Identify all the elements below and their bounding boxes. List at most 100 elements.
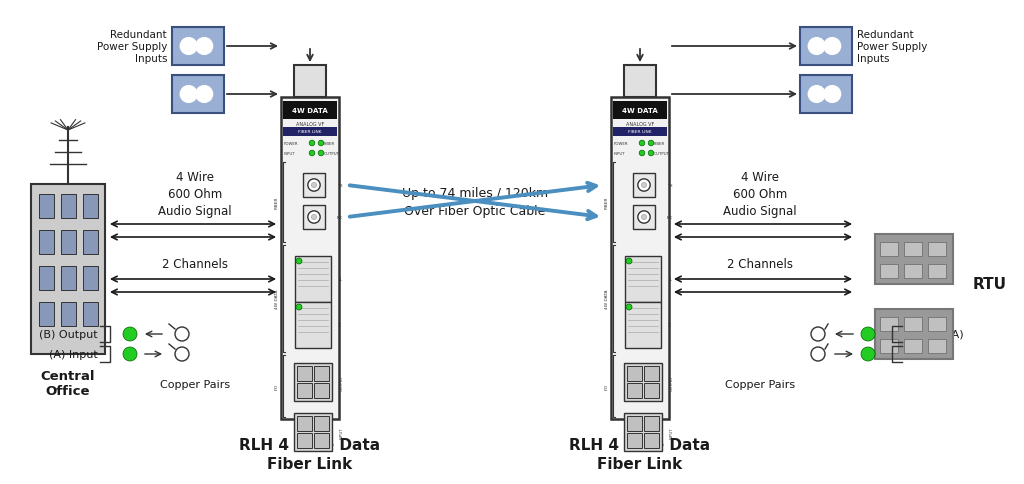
Bar bbox=[904, 264, 922, 278]
Text: 4 Wire
600 Ohm
Audio Signal: 4 Wire 600 Ohm Audio Signal bbox=[723, 171, 797, 218]
Text: Output (A): Output (A) bbox=[905, 329, 964, 339]
Bar bbox=[83, 302, 98, 326]
Circle shape bbox=[811, 348, 825, 361]
Text: OUTPUT: OUTPUT bbox=[654, 151, 670, 156]
Circle shape bbox=[638, 180, 650, 192]
Circle shape bbox=[308, 212, 321, 224]
Circle shape bbox=[311, 183, 316, 188]
Bar bbox=[295, 302, 331, 348]
Text: Redundant
Power Supply
Inputs: Redundant Power Supply Inputs bbox=[96, 30, 167, 63]
Text: Copper Pairs: Copper Pairs bbox=[160, 379, 230, 389]
Circle shape bbox=[639, 141, 645, 147]
Circle shape bbox=[648, 151, 653, 156]
Text: TX: TX bbox=[337, 183, 343, 188]
Text: TX: TX bbox=[667, 183, 673, 188]
Circle shape bbox=[808, 87, 825, 103]
Text: 2: 2 bbox=[338, 323, 341, 328]
Bar bbox=[625, 257, 662, 302]
Bar bbox=[624, 66, 656, 98]
Bar bbox=[61, 302, 76, 326]
Text: OUTPUT: OUTPUT bbox=[340, 374, 344, 390]
Bar bbox=[39, 267, 54, 290]
Text: POWER: POWER bbox=[284, 142, 299, 146]
Circle shape bbox=[808, 39, 825, 55]
Bar bbox=[294, 363, 332, 401]
Circle shape bbox=[318, 141, 324, 147]
Bar bbox=[904, 242, 922, 257]
Text: Up to 74 miles / 120km: Up to 74 miles / 120km bbox=[402, 187, 548, 200]
Bar bbox=[294, 413, 332, 451]
Bar bbox=[61, 267, 76, 290]
Bar bbox=[303, 174, 325, 197]
Text: I/O: I/O bbox=[275, 383, 279, 389]
Text: 4W DATA: 4W DATA bbox=[623, 108, 657, 114]
Bar bbox=[928, 339, 946, 353]
Circle shape bbox=[123, 327, 137, 341]
Bar bbox=[61, 230, 76, 255]
Circle shape bbox=[180, 87, 197, 103]
Bar bbox=[628, 383, 642, 398]
Bar bbox=[880, 318, 898, 332]
Bar bbox=[628, 367, 642, 381]
Circle shape bbox=[811, 327, 825, 341]
Bar bbox=[880, 339, 898, 353]
Text: Over Fiber Optic Cable: Over Fiber Optic Cable bbox=[404, 205, 546, 218]
Text: Copper Pairs: Copper Pairs bbox=[725, 379, 795, 389]
Bar bbox=[283, 102, 337, 120]
Bar bbox=[904, 318, 922, 332]
Circle shape bbox=[175, 327, 189, 341]
Text: INPUT: INPUT bbox=[614, 151, 626, 156]
Text: 2: 2 bbox=[668, 323, 671, 328]
Bar bbox=[928, 242, 946, 257]
Text: 4 Wire
600 Ohm
Audio Signal: 4 Wire 600 Ohm Audio Signal bbox=[158, 171, 231, 218]
Bar bbox=[644, 367, 658, 381]
Text: (B) Output: (B) Output bbox=[39, 329, 98, 339]
Bar bbox=[297, 383, 312, 398]
Bar bbox=[874, 309, 953, 359]
Bar bbox=[39, 302, 54, 326]
Text: FIBER LINK: FIBER LINK bbox=[629, 130, 651, 134]
Circle shape bbox=[123, 348, 137, 361]
Circle shape bbox=[641, 215, 646, 220]
Text: 1: 1 bbox=[668, 277, 671, 282]
Bar bbox=[928, 264, 946, 278]
Circle shape bbox=[626, 304, 632, 310]
Text: I/O: I/O bbox=[605, 383, 609, 389]
Circle shape bbox=[824, 87, 841, 103]
Bar bbox=[644, 433, 658, 448]
Text: OUTPUT: OUTPUT bbox=[324, 151, 340, 156]
Text: FIBER: FIBER bbox=[605, 197, 609, 209]
Circle shape bbox=[861, 348, 874, 361]
Bar bbox=[874, 235, 953, 285]
Bar bbox=[283, 128, 337, 136]
Text: INPUT: INPUT bbox=[670, 426, 674, 438]
Circle shape bbox=[309, 151, 314, 156]
Text: Input (B): Input (B) bbox=[905, 349, 953, 359]
Text: ANALOG VF: ANALOG VF bbox=[626, 121, 654, 126]
Text: (A) Input: (A) Input bbox=[49, 349, 98, 359]
Bar bbox=[800, 28, 852, 66]
Bar bbox=[628, 417, 642, 431]
Bar bbox=[613, 102, 667, 120]
Text: RX: RX bbox=[667, 215, 673, 220]
Circle shape bbox=[318, 151, 324, 156]
Circle shape bbox=[639, 151, 645, 156]
Text: FIBER LINK: FIBER LINK bbox=[298, 130, 322, 134]
Circle shape bbox=[196, 87, 213, 103]
Bar bbox=[83, 230, 98, 255]
Bar bbox=[297, 417, 312, 431]
Text: FIBER: FIBER bbox=[324, 142, 335, 146]
Bar bbox=[800, 76, 852, 114]
Text: Redundant
Power Supply
Inputs: Redundant Power Supply Inputs bbox=[857, 30, 928, 63]
Circle shape bbox=[296, 304, 302, 310]
Bar bbox=[294, 66, 326, 98]
Circle shape bbox=[309, 141, 314, 147]
Circle shape bbox=[196, 39, 213, 55]
Circle shape bbox=[861, 327, 874, 341]
Circle shape bbox=[308, 180, 321, 192]
Text: 1: 1 bbox=[338, 277, 341, 282]
Bar bbox=[39, 195, 54, 219]
Bar bbox=[297, 433, 312, 448]
Bar bbox=[31, 184, 105, 354]
Text: RLH 4 Wire Data
Fiber Link: RLH 4 Wire Data Fiber Link bbox=[569, 437, 711, 471]
